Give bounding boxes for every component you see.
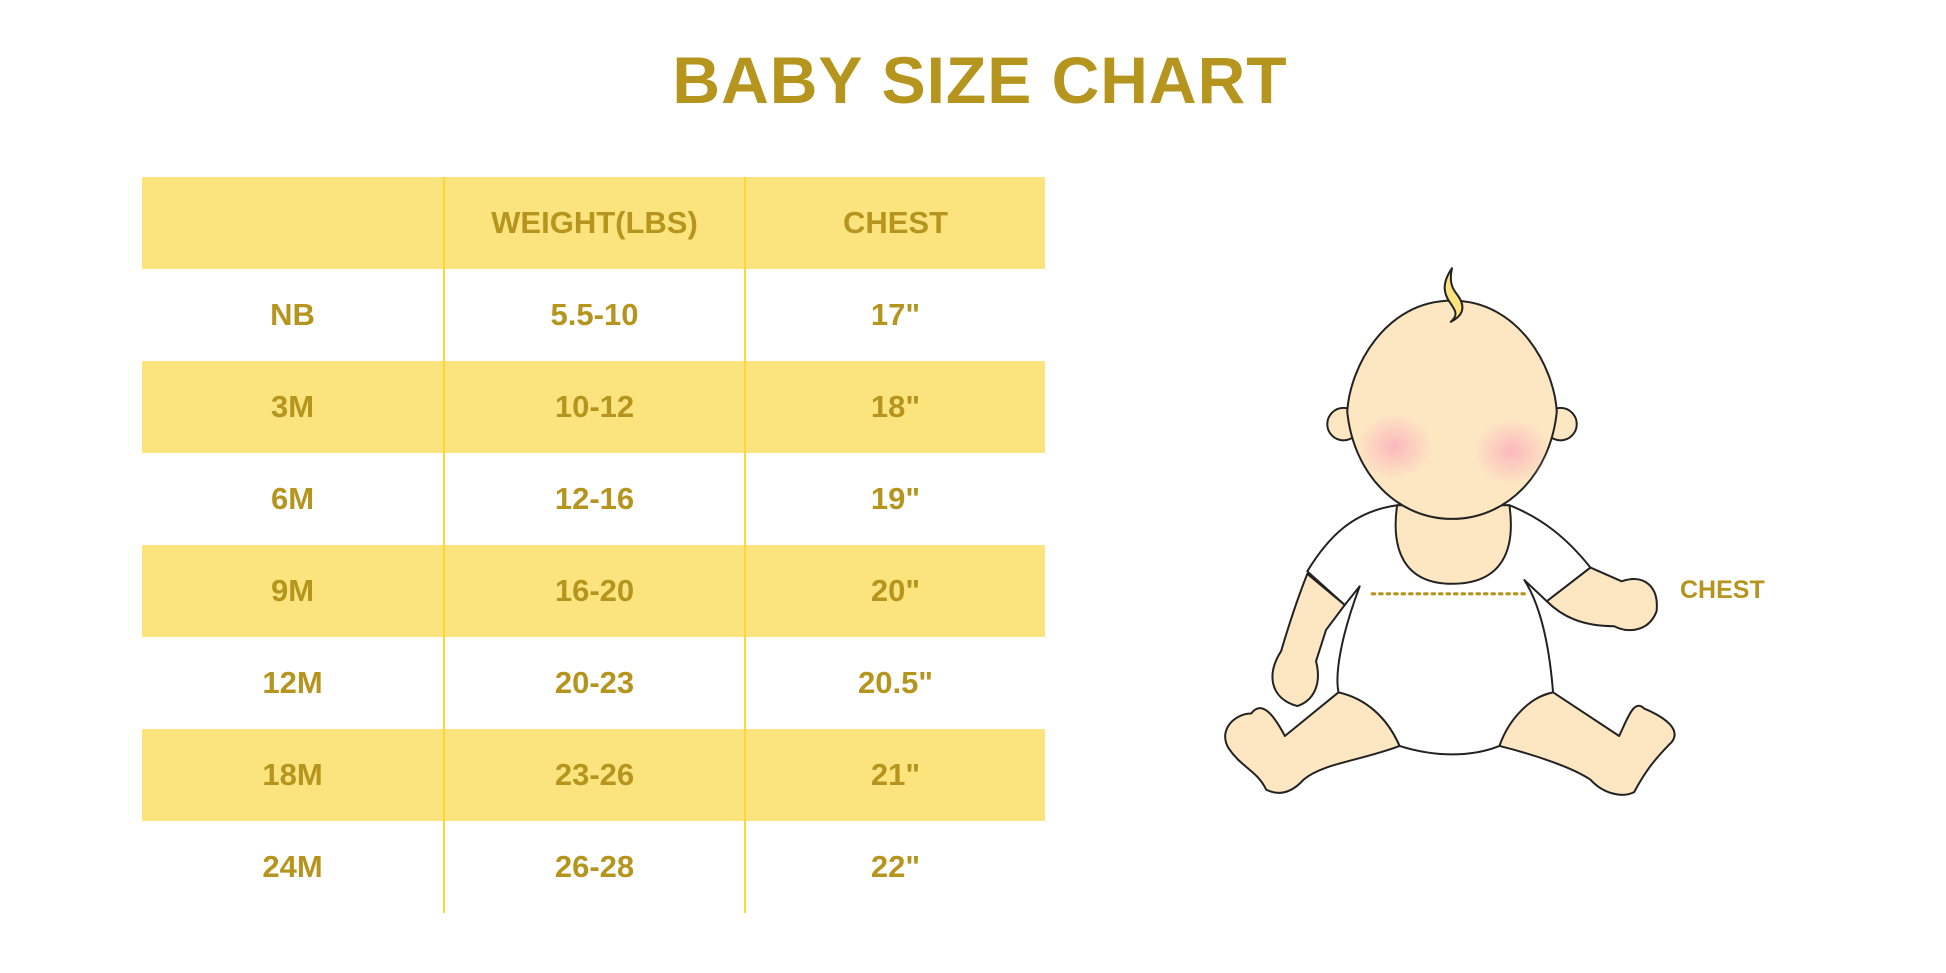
size-cell: 24M [262,849,323,884]
table-row: 3M 10-12 18" [142,361,1045,453]
table-row: 6M 12-16 19" [142,453,1045,545]
table-row: 18M 23-26 21" [142,729,1045,821]
chest-cell: 19" [744,453,1045,545]
header-chest: CHEST [744,177,1045,269]
chest-label: CHEST [1680,576,1765,604]
table-row: 9M 16-20 20" [142,545,1045,637]
hair-tuft [1443,267,1464,323]
size-cell: 3M [270,389,315,424]
size-cell: 6M [270,481,315,516]
table-row: 24M 26-28 22" [142,821,1045,913]
size-cell: 9M [270,573,315,608]
bodysuit [1306,504,1592,756]
chest-cell: 22" [744,821,1045,913]
weight-cell: 20-23 [443,637,744,729]
weight-cell: 23-26 [443,729,744,821]
weight-cell: 10-12 [443,361,744,453]
size-table: WEIGHT(LBS) CHEST NB 5.5-10 17" 3M 10-12… [142,177,1045,913]
left-cheek [1357,414,1433,480]
table-row: NB 5.5-10 17" [142,269,1045,361]
right-arm [1545,566,1658,632]
size-cell: 18M [262,757,323,792]
chest-cell: 17" [744,269,1045,361]
size-cell: NB [270,297,315,332]
weight-cell: 16-20 [443,545,744,637]
chest-cell: 20" [744,545,1045,637]
head [1346,299,1558,520]
size-cell: 12M [262,665,323,700]
neck [1394,504,1512,585]
weight-cell: 5.5-10 [443,269,744,361]
weight-cell: 12-16 [443,453,744,545]
chest-cell: 20.5" [744,637,1045,729]
table-row: 12M 20-23 20.5" [142,637,1045,729]
right-cheek [1474,419,1550,485]
header-weight: WEIGHT(LBS) [443,177,744,269]
weight-cell: 26-28 [443,821,744,913]
chest-cell: 21" [744,729,1045,821]
table-header-row: WEIGHT(LBS) CHEST [142,177,1045,269]
left-arm [1271,572,1346,708]
page-title: BABY SIZE CHART [672,43,1288,117]
chest-cell: 18" [744,361,1045,453]
